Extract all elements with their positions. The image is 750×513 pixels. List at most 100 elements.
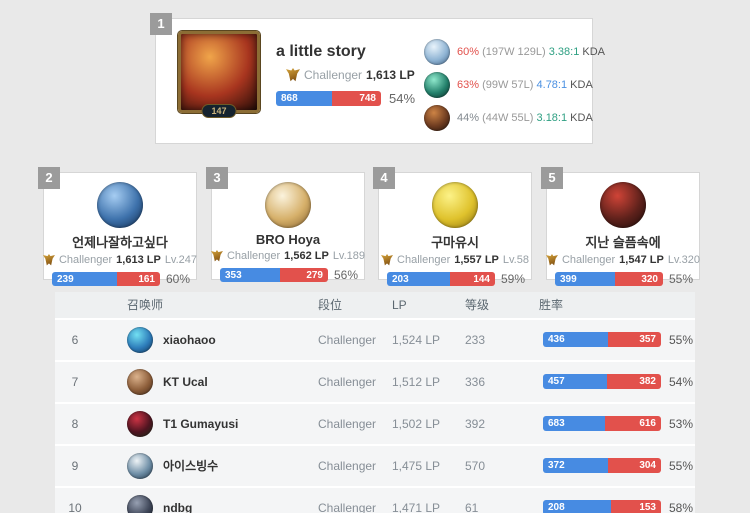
level-label: Lv.58 [502, 254, 529, 266]
rank-badge: 1 [150, 13, 172, 35]
summoner-name[interactable]: BRO Hoya [255, 232, 321, 247]
rank-number: 9 [71, 459, 79, 473]
champion-record: (99W 57L) [482, 79, 534, 91]
lp-value: 1,613 LP [116, 254, 161, 266]
kda-label: KDA [582, 46, 606, 58]
losses-segment: 616 [605, 416, 661, 431]
rank-number: 8 [71, 417, 79, 431]
level-value: 233 [465, 333, 486, 347]
summoner-name[interactable]: a little story [276, 43, 366, 60]
wins-segment: 399 [555, 272, 615, 286]
challenger-crest-icon [381, 254, 394, 266]
summoner-avatar[interactable] [600, 182, 646, 228]
header-level: 等级 [465, 298, 490, 312]
champion-stat-row[interactable]: 60% (197W 129L) 3.38:1 KDA [424, 39, 605, 65]
champion-winrate: 63% [457, 79, 480, 91]
rank4-player-card[interactable]: 4 구마유시 Challenger 1,557 LP Lv.58 203 144… [373, 167, 532, 286]
champion-record: (44W 55L) [482, 112, 534, 124]
summoner-name[interactable]: 언제나잘하고싶다 [72, 235, 168, 250]
summoner-avatar[interactable] [432, 182, 478, 228]
tier-label: Challenger [58, 254, 113, 266]
tier-label: Challenger [318, 417, 377, 431]
lp-value: 1,502 LP [392, 417, 441, 431]
summoner-avatar[interactable] [127, 327, 153, 353]
losses-segment: 161 [116, 272, 160, 286]
rank2-player-card[interactable]: 2 언제나잘하고싶다 Challenger 1,613 LP Lv.247 23… [38, 167, 197, 286]
top-champions-list: 60% (197W 129L) 3.38:1 KDA 63% (99W 57L)… [424, 39, 605, 131]
summoner-avatar[interactable] [265, 182, 311, 228]
winloss-bar: 868 748 [276, 91, 381, 106]
wins-segment: 353 [220, 268, 281, 282]
summoner-avatar[interactable] [97, 182, 143, 228]
table-row[interactable]: 8 T1 Gumayusi Challenger 1,502 LP 392 68… [55, 404, 695, 444]
champion-winrate: 60% [457, 46, 480, 58]
level-value: 392 [465, 417, 486, 431]
table-row[interactable]: 7 KT Ucal Challenger 1,512 LP 336 457 38… [55, 362, 695, 402]
challenger-crest-icon [42, 254, 55, 266]
rank3-player-card[interactable]: 3 BRO Hoya Challenger 1,562 LP Lv.189 35… [206, 167, 366, 282]
summoner-avatar[interactable] [127, 411, 153, 437]
table-row[interactable]: 6 xiaohaoo Challenger 1,524 LP 233 436 3… [55, 320, 695, 360]
wins-segment: 457 [543, 374, 608, 389]
champion-stat-row[interactable]: 44% (44W 55L) 3.18:1 KDA [424, 105, 605, 131]
rank-number: 10 [68, 501, 82, 513]
summoner-name[interactable]: 아이스빙수 [163, 459, 219, 473]
winloss-bar: 203 144 [387, 272, 495, 286]
level-label: Lv.189 [332, 250, 366, 262]
rank-badge: 5 [541, 167, 563, 189]
kda-label: KDA [570, 79, 593, 91]
winloss-bar: 353 279 [220, 268, 328, 282]
lp-value: 1,475 LP [392, 459, 441, 473]
winloss-bar: 683 616 [543, 416, 661, 431]
summoner-avatar[interactable] [127, 369, 153, 395]
champion-kda-value: 4.78:1 [536, 79, 568, 91]
summoner-name[interactable]: xiaohaoo [163, 333, 216, 347]
summoner-avatar[interactable] [127, 453, 153, 479]
winrate-percent: 56% [334, 268, 359, 282]
winrate-percent: 60% [166, 272, 191, 286]
summoner-name[interactable]: 구마유시 [431, 235, 479, 250]
winloss-bar: 436 357 [543, 332, 661, 347]
winrate-percent: 59% [501, 272, 526, 286]
losses-segment: 357 [607, 332, 661, 347]
lp-value: 1,557 LP [454, 254, 499, 266]
summoner-name[interactable]: KT Ucal [163, 375, 208, 389]
winrate-percent: 55% [669, 459, 694, 473]
summoner-name[interactable]: ndbg [163, 501, 193, 513]
lp-value: 1,471 LP [392, 501, 441, 513]
tier-label: Challenger [318, 333, 377, 347]
table-row[interactable]: 10 ndbg Challenger 1,471 LP 61 208 153 5… [55, 488, 695, 513]
champion-portrait[interactable]: 147 [178, 31, 260, 118]
header-winrate: 胜率 [539, 298, 564, 312]
tier-label: Challenger [397, 254, 451, 266]
challenger-crest-icon [210, 250, 223, 262]
tier-label: Challenger [561, 254, 616, 266]
level-value: 570 [465, 459, 486, 473]
summoner-name[interactable]: 지난 슬픔속에 [585, 235, 661, 250]
champion-icon [424, 105, 450, 131]
lp-value: 1,613 LP [366, 68, 415, 82]
lp-value: 1,547 LP [619, 254, 664, 266]
table-header: 召唤师 段位 LP 等级 胜率 [55, 292, 695, 318]
losses-segment: 320 [614, 272, 663, 286]
summoner-name[interactable]: T1 Gumayusi [163, 417, 239, 431]
lp-value: 1,512 LP [392, 375, 441, 389]
wins-segment: 683 [543, 416, 606, 431]
champion-kda-value: 3.18:1 [536, 112, 568, 124]
summoner-avatar[interactable] [127, 495, 153, 513]
tier-label: Challenger [304, 68, 363, 82]
wins-segment: 868 [276, 91, 333, 106]
champion-stat-row[interactable]: 63% (99W 57L) 4.78:1 KDA [424, 72, 605, 98]
rank1-player-card[interactable]: 1 147 a little story Challenger 1,613 LP… [150, 13, 605, 144]
tier-label: Challenger [318, 375, 377, 389]
rank5-player-card[interactable]: 5 지난 슬픔속에 Challenger 1,547 LP Lv.320 399… [541, 167, 700, 286]
winrate-percent: 54% [669, 375, 694, 389]
wins-segment: 436 [543, 332, 608, 347]
winrate-percent: 54% [389, 91, 416, 106]
table-row[interactable]: 9 아이스빙수 Challenger 1,475 LP 570 372 304 … [55, 446, 695, 486]
lp-value: 1,562 LP [284, 250, 329, 262]
winrate-percent: 55% [669, 333, 694, 347]
header-summoner: 召唤师 [127, 298, 164, 312]
winloss-bar: 457 382 [543, 374, 661, 389]
